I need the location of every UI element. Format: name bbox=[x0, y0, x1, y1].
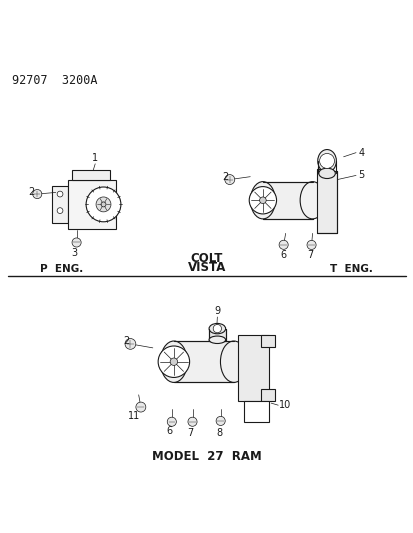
Bar bbox=[316, 171, 337, 233]
Circle shape bbox=[170, 358, 177, 366]
Circle shape bbox=[158, 346, 189, 377]
Text: 2: 2 bbox=[123, 336, 129, 346]
Circle shape bbox=[96, 197, 111, 212]
Text: 92707  3200A: 92707 3200A bbox=[12, 74, 98, 87]
Circle shape bbox=[278, 240, 287, 249]
Bar bbox=[68, 180, 116, 229]
Circle shape bbox=[57, 208, 63, 214]
Text: 7: 7 bbox=[187, 428, 193, 438]
Text: VISTA: VISTA bbox=[188, 261, 225, 273]
Circle shape bbox=[101, 202, 106, 207]
Circle shape bbox=[135, 402, 145, 412]
Circle shape bbox=[319, 154, 334, 168]
Circle shape bbox=[86, 187, 121, 222]
Circle shape bbox=[224, 175, 234, 184]
Circle shape bbox=[57, 191, 63, 197]
Circle shape bbox=[216, 416, 225, 425]
Text: 6: 6 bbox=[166, 426, 172, 436]
Text: COLT: COLT bbox=[190, 252, 223, 265]
Bar bbox=[233, 351, 240, 381]
Text: 2: 2 bbox=[222, 173, 228, 182]
Text: 7: 7 bbox=[306, 250, 313, 260]
Ellipse shape bbox=[220, 341, 247, 382]
Text: 2: 2 bbox=[28, 187, 34, 197]
Bar bbox=[173, 341, 233, 382]
Text: 1: 1 bbox=[92, 153, 98, 163]
Bar bbox=[260, 389, 275, 401]
Text: T  ENG.: T ENG. bbox=[330, 263, 373, 273]
Circle shape bbox=[213, 325, 221, 333]
Text: 4: 4 bbox=[357, 148, 363, 158]
Text: 3: 3 bbox=[71, 248, 77, 258]
Bar bbox=[244, 401, 268, 422]
Circle shape bbox=[125, 338, 135, 349]
Text: 10: 10 bbox=[279, 400, 291, 410]
Bar bbox=[72, 171, 109, 180]
Text: 11: 11 bbox=[128, 411, 140, 422]
Text: P  ENG.: P ENG. bbox=[40, 263, 83, 273]
Bar bbox=[237, 335, 268, 401]
Circle shape bbox=[188, 417, 197, 426]
Text: 8: 8 bbox=[216, 428, 222, 438]
Circle shape bbox=[249, 187, 276, 214]
Ellipse shape bbox=[209, 336, 225, 343]
Circle shape bbox=[33, 190, 42, 199]
Text: 5: 5 bbox=[357, 171, 363, 180]
Ellipse shape bbox=[209, 324, 225, 334]
Bar bbox=[209, 329, 225, 341]
Text: 6: 6 bbox=[280, 250, 286, 260]
Ellipse shape bbox=[160, 341, 187, 382]
Bar bbox=[52, 186, 68, 223]
Circle shape bbox=[167, 417, 176, 426]
Circle shape bbox=[259, 197, 266, 204]
Circle shape bbox=[306, 240, 316, 249]
Ellipse shape bbox=[318, 168, 335, 179]
Text: 9: 9 bbox=[214, 306, 220, 316]
Bar bbox=[262, 182, 312, 219]
Bar bbox=[260, 335, 275, 347]
Text: MODEL  27  RAM: MODEL 27 RAM bbox=[152, 450, 261, 463]
Ellipse shape bbox=[250, 182, 275, 219]
Ellipse shape bbox=[317, 150, 335, 172]
Bar bbox=[317, 169, 332, 177]
Ellipse shape bbox=[299, 182, 324, 219]
Circle shape bbox=[72, 238, 81, 247]
